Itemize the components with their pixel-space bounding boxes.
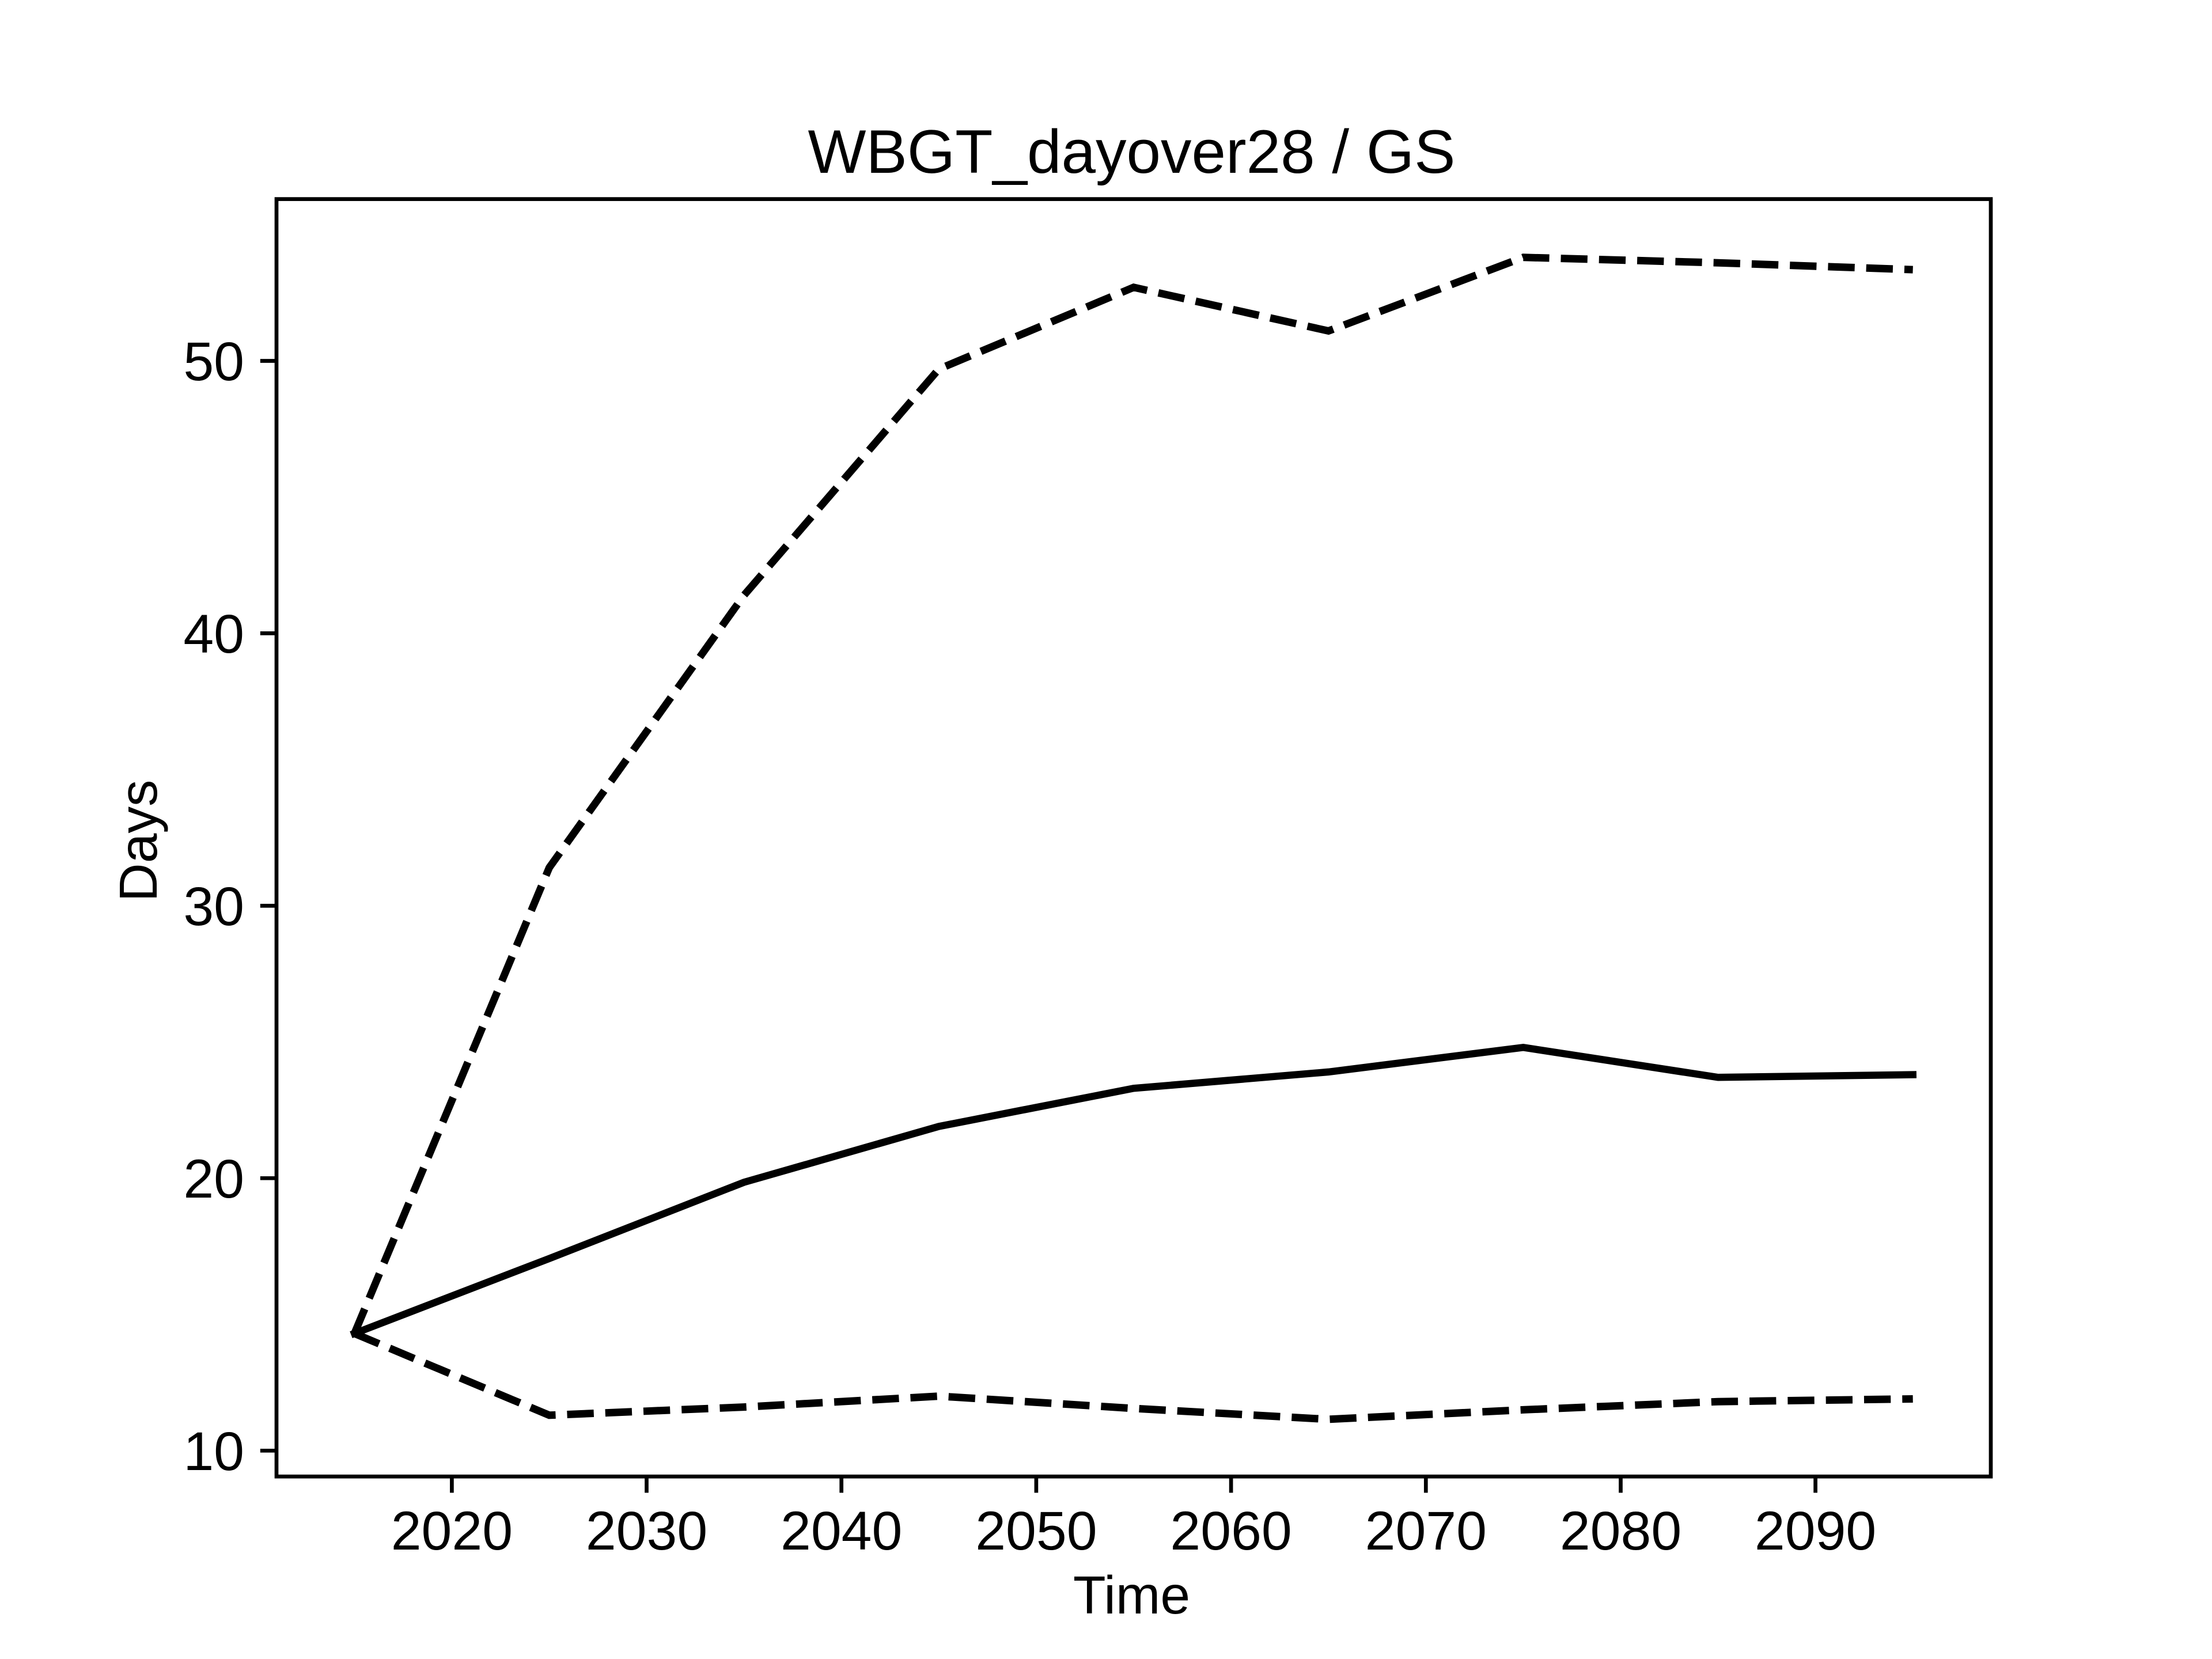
svg-text:2070: 2070 xyxy=(1365,1501,1487,1562)
svg-text:30: 30 xyxy=(183,876,244,937)
svg-text:50: 50 xyxy=(183,331,244,392)
svg-text:2040: 2040 xyxy=(781,1501,902,1562)
svg-text:2080: 2080 xyxy=(1560,1501,1681,1562)
svg-text:2060: 2060 xyxy=(1170,1501,1291,1562)
svg-text:Time: Time xyxy=(1073,1565,1190,1625)
svg-text:10: 10 xyxy=(183,1421,244,1482)
svg-text:Days: Days xyxy=(108,780,168,902)
svg-text:2030: 2030 xyxy=(586,1501,707,1562)
svg-text:40: 40 xyxy=(183,604,244,665)
svg-text:2090: 2090 xyxy=(1755,1501,1876,1562)
svg-text:WBGT_dayover28 / GS: WBGT_dayover28 / GS xyxy=(808,117,1456,186)
svg-text:2020: 2020 xyxy=(391,1501,513,1562)
svg-text:2050: 2050 xyxy=(975,1501,1097,1562)
svg-text:20: 20 xyxy=(183,1149,244,1210)
